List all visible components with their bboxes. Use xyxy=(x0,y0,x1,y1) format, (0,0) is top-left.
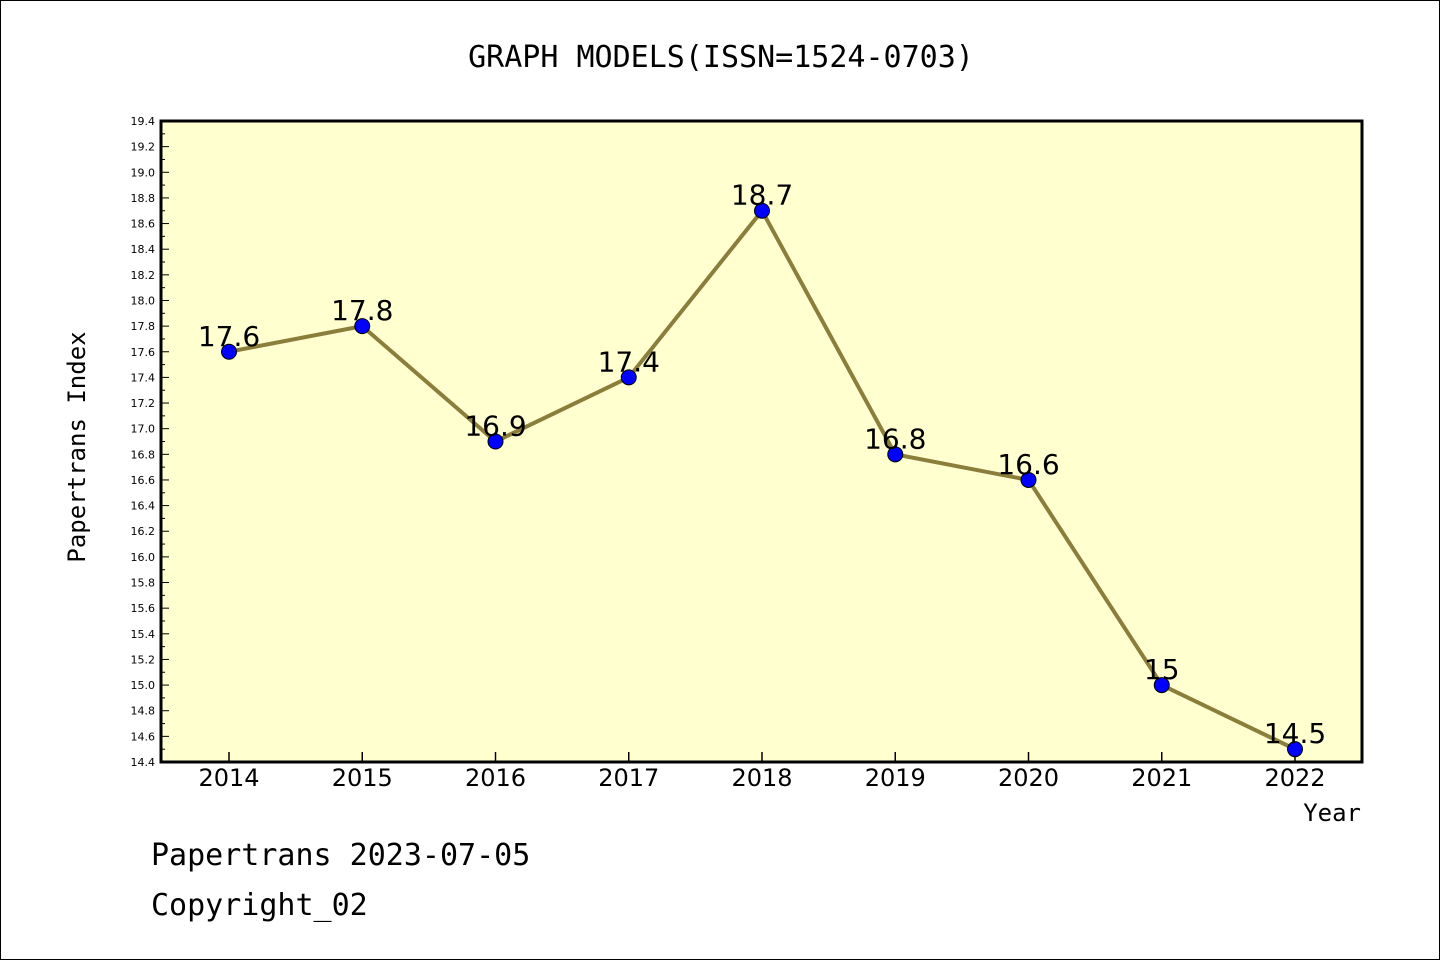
y-tick-label: 18.8 xyxy=(131,192,156,205)
y-tick-label: 19.2 xyxy=(131,141,156,154)
data-point xyxy=(754,202,770,219)
x-tick-label: 2015 xyxy=(332,764,393,792)
footer-copyright: Copyright_02 xyxy=(151,888,368,923)
y-tick-label: 14.6 xyxy=(131,730,156,743)
y-axis: 14.4 14.6 14.8 15.0 15.2 15.4 15.6 15.8 16.0 16.2… xyxy=(131,115,169,769)
data-point xyxy=(487,433,504,450)
y-tick-label: 15.2 xyxy=(131,653,156,666)
y-tick-label: 14.4 xyxy=(131,756,156,769)
chart-title: GRAPH MODELS(ISSN=1524-0703) xyxy=(468,40,974,75)
data-point xyxy=(887,446,904,463)
x-tick-label: 2019 xyxy=(865,764,926,792)
y-tick-label: 17.0 xyxy=(131,423,156,436)
footer-date: Papertrans 2023-07-05 xyxy=(151,838,530,873)
data-label: 17.6 xyxy=(198,320,260,353)
plot-area xyxy=(159,119,1364,764)
y-tick-label: 18.0 xyxy=(131,294,156,307)
data-label: 16.8 xyxy=(864,422,926,455)
y-tick-label: 16.6 xyxy=(131,474,156,487)
y-tick-label: 15.8 xyxy=(131,577,156,590)
y-tick-label: 17.2 xyxy=(131,397,156,410)
y-tick-label: 17.4 xyxy=(131,371,156,384)
y-axis-label: Papertrans Index xyxy=(63,331,91,562)
y-tick-label: 17.8 xyxy=(131,320,156,333)
y-tick-label: 14.8 xyxy=(131,705,156,718)
y-tick-label: 18.6 xyxy=(131,218,156,231)
x-tick-label: 2018 xyxy=(731,764,792,792)
y-tick-label: 17.6 xyxy=(131,346,156,359)
data-label: 16.6 xyxy=(997,448,1059,481)
y-tick-label: 18.4 xyxy=(131,243,156,256)
data-label: 16.9 xyxy=(464,410,526,443)
x-axis: 2014 2015 2016 2017 2018 2019 2020 2021 2022 xyxy=(198,752,1326,792)
y-tick-label: 18.2 xyxy=(131,269,156,282)
x-tick-label: 2016 xyxy=(465,764,526,792)
data-point xyxy=(620,369,637,386)
x-tick-label: 2022 xyxy=(1264,764,1325,792)
data-point xyxy=(221,343,237,360)
x-tick-label: 2014 xyxy=(198,764,259,792)
y-tick-label: 19.4 xyxy=(131,115,156,128)
data-point xyxy=(354,318,371,335)
y-tick-label: 15.4 xyxy=(131,628,156,641)
x-tick-label: 2017 xyxy=(598,764,659,792)
y-tick-label: 16.4 xyxy=(131,500,156,513)
y-tick-label: 16.2 xyxy=(131,525,156,538)
data-point xyxy=(1153,677,1170,694)
x-axis-label: Year xyxy=(1303,799,1361,827)
data-label: 17.4 xyxy=(598,345,660,378)
y-tick-label: 16.8 xyxy=(131,448,156,461)
y-tick-label: 15.0 xyxy=(131,679,156,692)
data-label: 15 xyxy=(1144,653,1180,686)
y-tick-label: 15.6 xyxy=(131,602,156,615)
data-point xyxy=(1020,471,1037,488)
data-label: 14.5 xyxy=(1264,717,1326,750)
y-tick-label: 16.0 xyxy=(131,551,156,564)
data-label: 18.7 xyxy=(731,179,793,212)
data-point xyxy=(1287,741,1303,758)
data-label: 17.8 xyxy=(331,294,393,327)
x-tick-label: 2021 xyxy=(1131,764,1192,792)
series-group: 17.6 17.8 16.9 17.4 18.7 16.8 16.6 15 14.5 xyxy=(198,179,1326,758)
y-tick-label: 19.0 xyxy=(131,166,156,179)
x-tick-label: 2020 xyxy=(998,764,1059,792)
